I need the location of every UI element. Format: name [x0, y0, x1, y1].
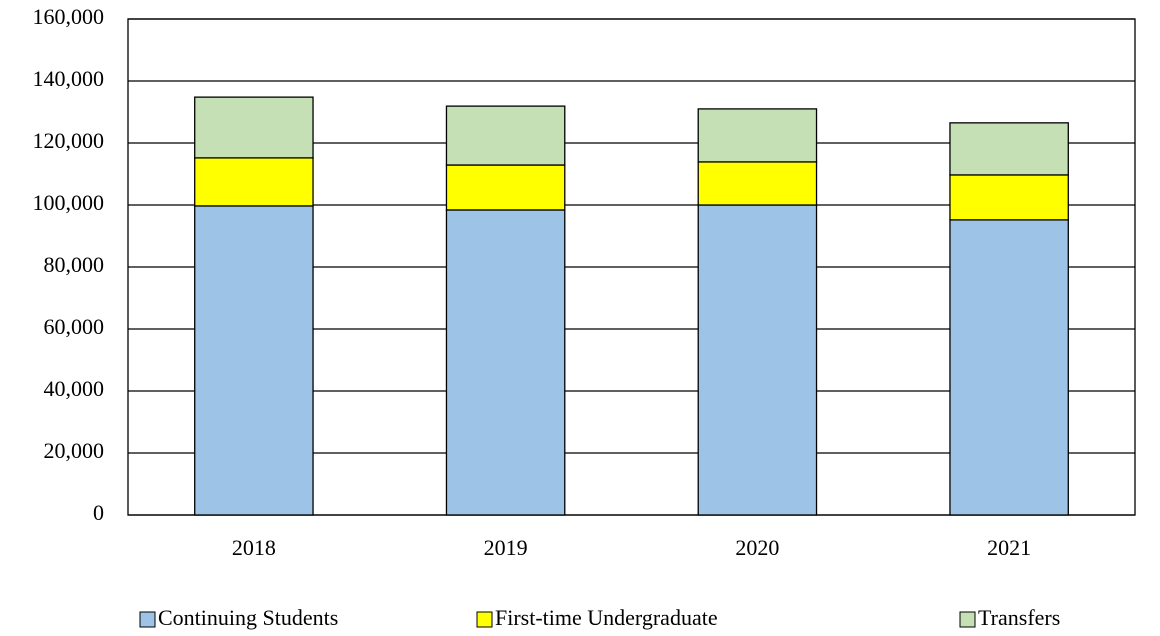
bar-segment [194, 157, 314, 207]
bar-segment [697, 108, 818, 163]
x-tick-label: 2021 [987, 535, 1031, 560]
bar-segment [445, 164, 566, 211]
y-tick-label: 80,000 [44, 252, 105, 277]
bar-segment [194, 96, 314, 159]
y-tick-label: 100,000 [33, 190, 105, 215]
bar-segment [949, 219, 1069, 516]
y-tick-label: 0 [93, 500, 104, 525]
bar-segment [949, 174, 1069, 221]
x-tick-label: 2019 [484, 535, 528, 560]
legend-label: First-time Undergraduate [495, 605, 718, 630]
legend-label: Continuing Students [158, 605, 338, 630]
y-tick-label: 60,000 [44, 314, 105, 339]
bar-segment [697, 161, 818, 206]
y-tick-label: 140,000 [33, 66, 105, 91]
bar-segment [697, 204, 818, 516]
x-tick-label: 2018 [232, 535, 276, 560]
plot-border [127, 18, 1136, 516]
bar-segment [194, 205, 314, 516]
legend-swatch [959, 611, 976, 628]
bar-segment [949, 122, 1069, 176]
y-tick-label: 40,000 [44, 376, 105, 401]
x-tick-label: 2020 [735, 535, 779, 560]
bar-segment [445, 105, 566, 166]
legend-swatch [139, 611, 156, 628]
y-tick-label: 160,000 [33, 4, 105, 29]
y-tick-label: 20,000 [44, 438, 105, 463]
legend-label: Transfers [978, 605, 1060, 630]
y-tick-label: 120,000 [33, 128, 105, 153]
legend-swatch [476, 611, 493, 628]
bar-segment [445, 209, 566, 516]
